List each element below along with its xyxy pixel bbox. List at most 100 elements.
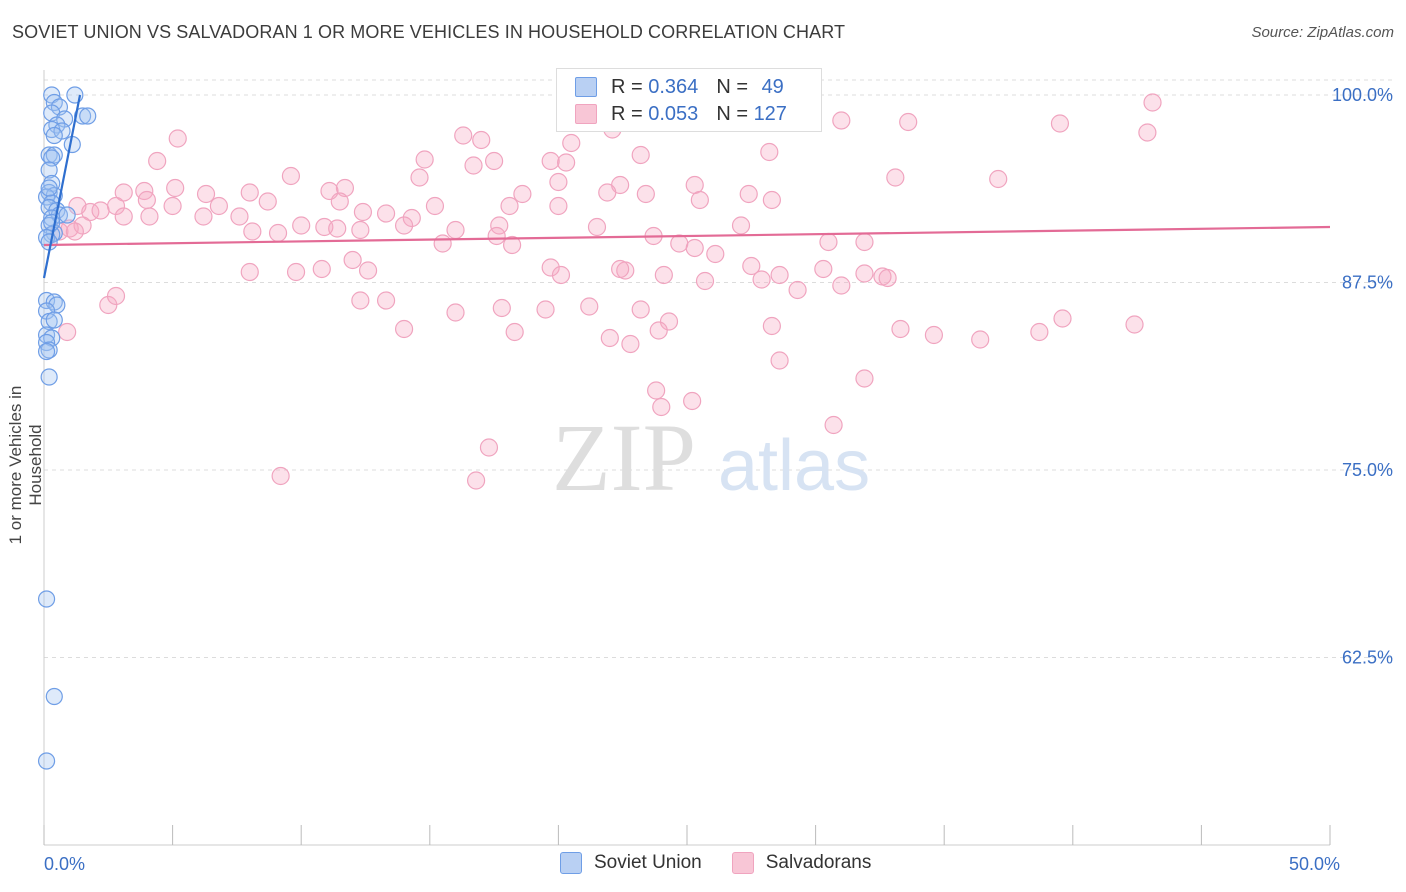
salvadoran-point (647, 381, 666, 400)
salvadoran-point (464, 156, 483, 175)
watermark-zip: ZIP (552, 404, 696, 511)
salvadoran-legend-swatch (731, 852, 754, 874)
x-tick-label: 50.0% (1289, 854, 1340, 874)
soviet-r-label: R = (611, 75, 649, 98)
salvadoran-point (636, 184, 655, 204)
salvadoran-point (652, 397, 671, 417)
salvadoran-point (394, 216, 414, 235)
salvadoran-point (551, 265, 571, 285)
salvadoran-point (91, 201, 110, 220)
salvadoran-point (1050, 114, 1070, 133)
salvadoran-point (137, 190, 156, 210)
salvadoran-point (466, 471, 486, 490)
salvadoran-point (402, 208, 421, 228)
salvadoran-n-label: N = (716, 102, 754, 125)
y-tick-label: 62.5% (1342, 648, 1393, 668)
salvadoran-point (549, 172, 568, 192)
salvadoran-point (446, 303, 465, 322)
salvadoran-point (788, 280, 807, 300)
salvadoran-point (536, 300, 555, 319)
soviet-point (73, 107, 92, 125)
soviet-point (37, 752, 56, 770)
watermark-atlas: atlas (718, 426, 870, 506)
salvadoran-point (490, 216, 509, 235)
salvadoran-point (394, 319, 414, 339)
salvadoran-point (989, 169, 1008, 189)
salvadoran-point (706, 244, 725, 264)
soviet-point (45, 311, 63, 329)
soviet-swatch (575, 77, 597, 97)
salvadoran-point (168, 129, 187, 148)
salvadoran-point (1030, 322, 1049, 342)
salvadoran-point (479, 438, 499, 457)
salvadoran-point (230, 207, 249, 226)
soviet-point (45, 146, 63, 164)
salvadoran-point (209, 196, 228, 216)
salvadoran-point (492, 298, 511, 318)
salvadoran-point (505, 322, 524, 342)
salvadoran-point (148, 151, 167, 171)
salvadoran-point (1053, 309, 1072, 328)
salvadoran-point (292, 216, 311, 235)
salvadoran-point (760, 142, 779, 162)
legend-row-soviet: R = 0.364 N = 49 (575, 74, 784, 100)
salvadoran-point (472, 130, 491, 150)
salvadoran-point (376, 291, 396, 310)
soviet-point (58, 206, 76, 224)
salvadoran-point (268, 223, 288, 243)
salvadoran-point (271, 466, 290, 486)
salvadoran-point (328, 219, 347, 238)
salvadoran-point (762, 316, 781, 336)
salvadoran-point (286, 262, 306, 282)
source-label: Source: ZipAtlas.com (1251, 24, 1394, 41)
salvadoran-point (670, 234, 689, 253)
salvadoran-point (886, 168, 905, 187)
salvadoran-point (243, 222, 262, 241)
salvadoran-point (762, 190, 781, 210)
soviet-point (79, 107, 97, 125)
salvadoran-point (611, 259, 630, 279)
salvadoran-point (742, 256, 761, 276)
salvadoran-point (832, 111, 851, 130)
salvadoran-point (878, 268, 897, 288)
salvadoran-point (899, 112, 918, 132)
soviet-point (40, 161, 58, 179)
salvadoran-point (832, 276, 851, 295)
salvadoran-point (824, 415, 843, 435)
salvadoran-point (140, 207, 159, 226)
salvadoran-point (65, 222, 84, 241)
salvadoran-point (549, 196, 568, 216)
series-legend: Soviet Union Salvadorans (560, 852, 901, 874)
salvadoran-point (196, 184, 216, 204)
salvadoran-point (485, 151, 504, 171)
salvadoran-point (343, 250, 362, 270)
salvadoran-swatch (575, 104, 597, 124)
salvadoran-point (600, 328, 619, 348)
salvadoran-point (487, 226, 506, 246)
salvadoran-point (541, 258, 560, 277)
soviet-point (43, 213, 61, 232)
salvadoran-point (358, 261, 378, 280)
legend-item-soviet[interactable]: Soviet Union (560, 852, 702, 874)
salvadoran-point (541, 151, 560, 171)
salvadoran-point (312, 259, 331, 279)
salvadoran-point (106, 286, 126, 306)
salvadoran-point (114, 183, 133, 202)
soviet-r-value: 0.364 (648, 75, 699, 98)
soviet-points (37, 86, 97, 770)
salvadoran-point (330, 192, 349, 211)
salvadoran-r-label: R = (611, 102, 649, 125)
salvadoran-point (353, 202, 373, 222)
salvadoran-point (240, 183, 259, 202)
legend-item-salvadoran[interactable]: Salvadorans (731, 852, 871, 874)
salvadoran-point (562, 133, 581, 153)
salvadoran-point (631, 300, 650, 319)
salvadoran-point (621, 334, 640, 354)
salvadoran-point (819, 232, 838, 252)
salvadoran-point (631, 145, 650, 165)
salvadoran-point (513, 184, 532, 204)
salvadoran-point (163, 196, 182, 216)
y-tick-label: 100.0% (1332, 85, 1393, 105)
salvadoran-point (258, 192, 277, 211)
